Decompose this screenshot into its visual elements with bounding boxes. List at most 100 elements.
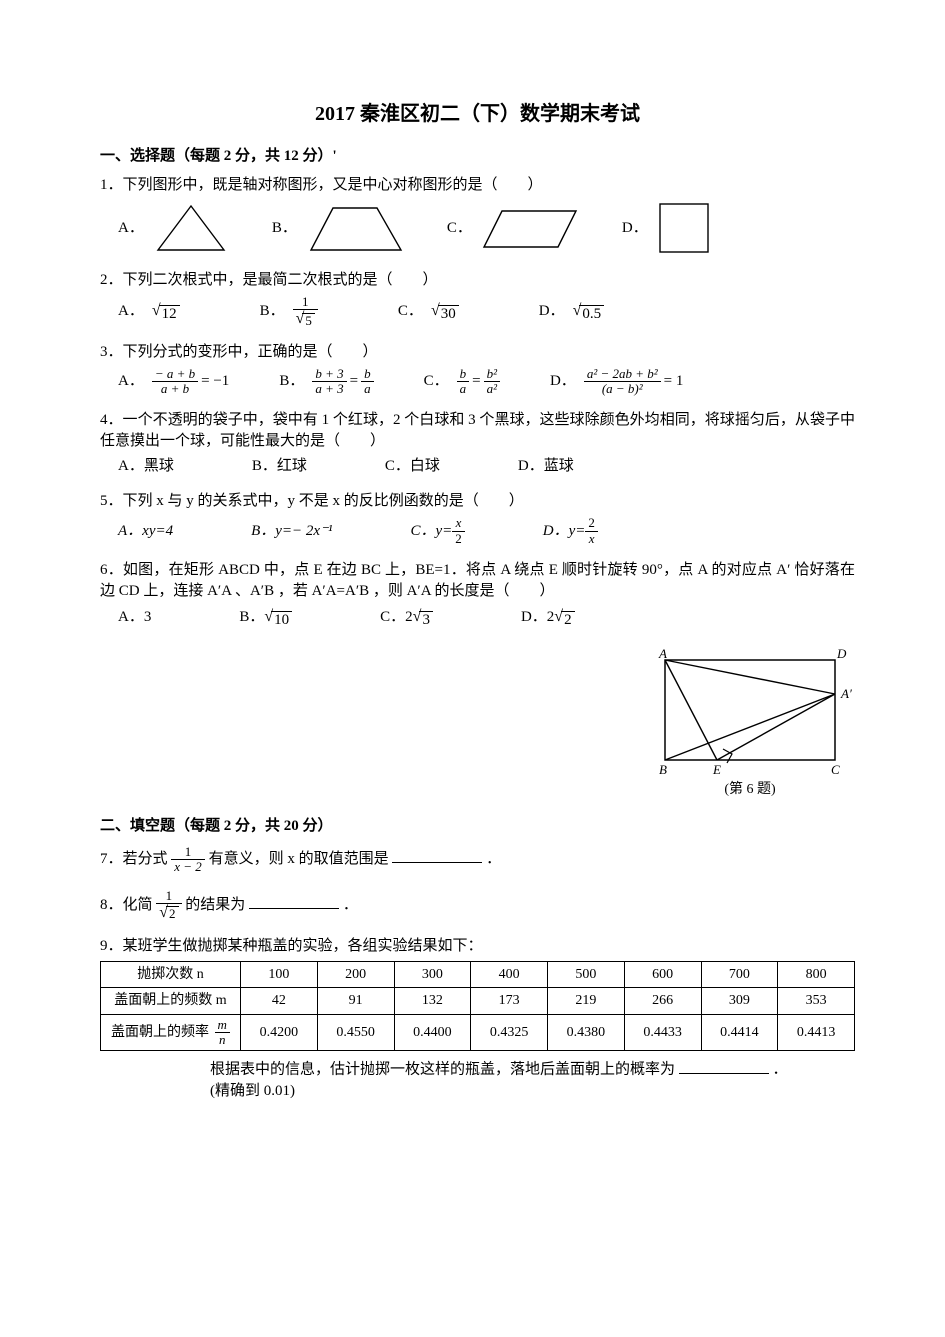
- q2-options: A． 12 B． 1 5 C． 30 D． 0.5: [118, 295, 855, 328]
- q3-c-rn: b²: [484, 367, 500, 382]
- q9-after2: (精确到 0.01): [210, 1083, 295, 1099]
- fraction-icon: a² − 2ab + b² (a − b)²: [584, 367, 661, 397]
- q5-options: A．xy=4 B．y=− 2x⁻¹ C．y= x 2 D．y= 2 x: [118, 516, 855, 546]
- q1-b-label: B．: [272, 218, 297, 239]
- q9-rowhead-1: 盖面朝上的频数 m: [101, 988, 241, 1015]
- q7-blank: [392, 847, 482, 864]
- q7-pre: 7．若分式: [100, 851, 171, 867]
- q6-fig-label-Ap: A′: [840, 686, 852, 701]
- fraction-icon: m n: [215, 1018, 230, 1048]
- q5-c-d: 2: [452, 532, 465, 546]
- triangle-icon: [152, 202, 230, 254]
- radical-icon: 10: [264, 606, 292, 628]
- q9-m5: 266: [624, 988, 701, 1015]
- q9-f6: 0.4414: [701, 1014, 778, 1051]
- q2-opt-d: D． 0.5: [539, 300, 604, 322]
- q9-c3: 400: [471, 961, 548, 988]
- q5-c-label: C．y=: [411, 521, 453, 542]
- q1-opt-d: D．: [622, 200, 712, 256]
- q3-c-ln: b: [457, 367, 470, 382]
- q2-b-den-root: 5: [302, 313, 315, 328]
- q8-blank: [249, 892, 339, 909]
- q9-table: 抛掷次数 n 100 200 300 400 500 600 700 800 盖…: [100, 961, 855, 1052]
- q4-opt-b: B．红球: [252, 456, 307, 477]
- q3-opt-c: C． b a = b² a²: [424, 367, 500, 397]
- q6-c-root: 3: [419, 611, 433, 629]
- q6-figure: A D A′ B E C (第 6 题): [645, 648, 855, 800]
- q5-text: 5．下列 x 与 y 的关系式中，y 不是 x 的反比例函数的是（ ）: [100, 491, 855, 512]
- q9-f4: 0.4380: [548, 1014, 625, 1051]
- q7-tail: ．: [486, 851, 501, 867]
- table-row: 盖面朝上的频率 m n 0.4200 0.4550 0.4400 0.4325 …: [101, 1014, 855, 1051]
- q2-text: 2．下列二次根式中，是最简二次根式的是（ ）: [100, 270, 855, 291]
- q6-opt-d: D．2 2: [521, 606, 575, 628]
- q3-text: 3．下列分式的变形中，正确的是（ ）: [100, 342, 855, 363]
- q9-m2: 132: [394, 988, 471, 1015]
- q9-f3: 0.4325: [471, 1014, 548, 1051]
- q5-opt-c: C．y= x 2: [411, 516, 465, 546]
- fraction-icon: 1 x − 2: [171, 845, 205, 875]
- q9-c6: 700: [701, 961, 778, 988]
- q6-b-root: 10: [271, 611, 292, 629]
- q5-d-n: 2: [585, 516, 598, 531]
- q8-post: 的结果为: [185, 897, 245, 913]
- q3-opt-a: A． − a + b a + b = −1: [118, 367, 229, 397]
- q7-post: 有意义，则 x 的取值范围是: [209, 851, 389, 867]
- fraction-icon: x 2: [452, 516, 465, 546]
- q3-a-n: − a + b: [152, 367, 198, 382]
- radical-icon: 0.5: [573, 300, 605, 322]
- q3-c-rd: a²: [484, 382, 500, 396]
- q5-d-label: D．y=: [543, 521, 586, 542]
- q8-n: 1: [156, 889, 181, 904]
- q3-b-mid: =: [350, 371, 358, 392]
- q5-d-d: x: [585, 532, 598, 546]
- q9-after1: 根据表中的信息，估计抛掷一枚这样的瓶盖，落地后盖面朝上的概率为: [210, 1062, 675, 1078]
- q4-text: 4．一个不透明的袋子中，袋中有 1 个红球，2 个白球和 3 个黑球，这些球除颜…: [100, 410, 855, 452]
- q5-c-n: x: [452, 516, 465, 531]
- q3-a-rhs: = −1: [201, 371, 229, 392]
- q3-b-label: B．: [279, 371, 304, 392]
- q3-b-rd: a: [361, 382, 374, 396]
- q3-a-label: A．: [118, 371, 144, 392]
- q9-rh2: 盖面朝上的频率: [111, 1025, 209, 1040]
- q2-opt-c: C． 30: [398, 300, 459, 322]
- q6-text: 6．如图，在矩形 ABCD 中，点 E 在边 BC 上，BE=1．将点 A 绕点…: [100, 560, 855, 602]
- q2-d-label: D．: [539, 301, 565, 322]
- q3-c-ld: a: [457, 382, 470, 396]
- q3-b-ln: b + 3: [312, 367, 346, 382]
- fraction-icon: b a: [457, 367, 470, 397]
- q9-blank: [679, 1057, 769, 1074]
- q5-opt-d: D．y= 2 x: [543, 516, 598, 546]
- q1-opt-a: A．: [118, 202, 230, 254]
- radical-icon: 2: [554, 606, 574, 628]
- fraction-icon: 2 x: [585, 516, 598, 546]
- q9-m6: 309: [701, 988, 778, 1015]
- q4-opt-a: A．黑球: [118, 456, 174, 477]
- q9-f7: 0.4413: [778, 1014, 855, 1051]
- q9-tail: ．: [773, 1062, 788, 1078]
- q7: 7．若分式 1 x − 2 有意义，则 x 的取值范围是 ．: [100, 845, 855, 875]
- q9-ffd: n: [215, 1033, 230, 1047]
- q5-opt-b: B．y=− 2x⁻¹: [251, 521, 332, 542]
- q2-d-val: 0.5: [579, 305, 604, 323]
- q6-opt-a: A．3: [118, 607, 151, 628]
- q9-c0: 100: [241, 961, 318, 988]
- table-row: 抛掷次数 n 100 200 300 400 500 600 700 800: [101, 961, 855, 988]
- q6-c-label: C．2: [380, 607, 413, 628]
- q2-opt-b: B． 1 5: [260, 295, 318, 328]
- q1-a-label: A．: [118, 218, 144, 239]
- section-1-heading: 一、选择题（每题 2 分，共 12 分）': [100, 146, 855, 167]
- radical-icon: 12: [152, 300, 180, 322]
- q8-d-root: 2: [166, 906, 179, 921]
- q3-d-ln: a² − 2ab + b²: [584, 367, 661, 382]
- q8-d: 2: [156, 904, 181, 922]
- radical-icon: 3: [413, 606, 433, 628]
- q3-d-rhs: = 1: [664, 371, 684, 392]
- q6-fig-label-E: E: [712, 762, 721, 777]
- q8: 8．化简 1 2 的结果为 ．: [100, 889, 855, 922]
- q6-opt-b: B． 10: [239, 606, 292, 628]
- q3-opt-d: D． a² − 2ab + b² (a − b)² = 1: [550, 367, 683, 397]
- q6-d-label: D．2: [521, 607, 554, 628]
- q9-m7: 353: [778, 988, 855, 1015]
- fraction-icon: b² a²: [484, 367, 500, 397]
